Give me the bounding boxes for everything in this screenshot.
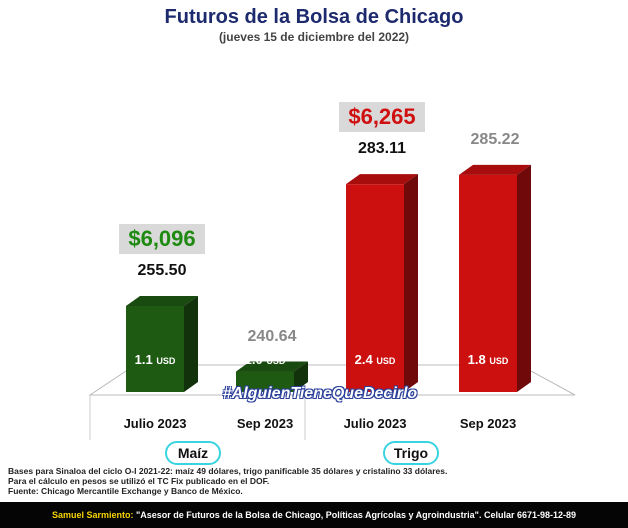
change-value: 2.4 [354,352,377,367]
peso-price-label: $6,096 [119,223,205,254]
change-value: 1.0 [244,352,267,367]
bar-change-label: 1.0 USD [225,352,305,367]
category-label: Sep 2023 [459,416,517,431]
category-label: Julio 2023 [343,416,407,431]
change-unit: USD [376,356,396,366]
chart-title: Futuros de la Bolsa de Chicago [164,6,464,28]
category-label: Julio 2023 [123,416,187,431]
bar-change-label: 1.1 USD [115,352,195,367]
bar-3-front [459,174,517,392]
bar-1-top [236,361,308,372]
bar-1-side [294,361,308,392]
bar-change-label: 1.8 USD [448,352,528,367]
footer-text: "Asesor de Futuros de la Bolsa de Chicag… [133,510,577,520]
peso-price-label: $6,265 [339,102,425,133]
group-label-trigo: Trigo [383,441,439,465]
footnotes: Bases para Sinaloa del ciclo O-I 2021-22… [8,466,608,496]
change-unit: USD [489,356,509,366]
bar-value-label: 285.22 [470,130,520,148]
group-label-maiz: Maíz [165,441,221,465]
bar-value-label: 255.50 [137,261,187,279]
bar-2-top [346,174,418,185]
change-value: 1.1 [134,352,157,367]
bar-0-front [126,305,184,392]
footnote-line: Bases para Sinaloa del ciclo O-I 2021-22… [8,466,448,476]
bar-value-label: 240.64 [247,327,297,345]
footer-banner: Samuel Sarmiento: "Asesor de Futuros de … [0,502,628,528]
chart-subtitle: (jueves 15 de diciembre del 2022) [218,30,410,44]
change-value: 1.8 [467,352,490,367]
bar-3-top [459,164,531,175]
footer-author: Samuel Sarmiento: [51,510,134,520]
bar-2-side [404,174,418,392]
change-unit: USD [156,356,176,366]
hashtag-watermark: #AlguienTieneQueDecirlo [222,385,418,402]
footnote-line: Para el cálculo en pesos se utilizó el T… [8,476,270,486]
bar-0-top [126,295,198,306]
bar-3-side [517,164,531,392]
bar-1-front [236,371,294,392]
bar-0-side [184,295,198,392]
category-label: Sep 2023 [236,416,294,431]
bar-change-label: 2.4 USD [335,352,415,367]
footnote-line: Fuente: Chicago Mercantile Exchange y Ba… [8,486,243,496]
bar-value-label: 283.11 [357,140,407,158]
bar-2-front [346,184,404,392]
change-unit: USD [266,356,286,366]
